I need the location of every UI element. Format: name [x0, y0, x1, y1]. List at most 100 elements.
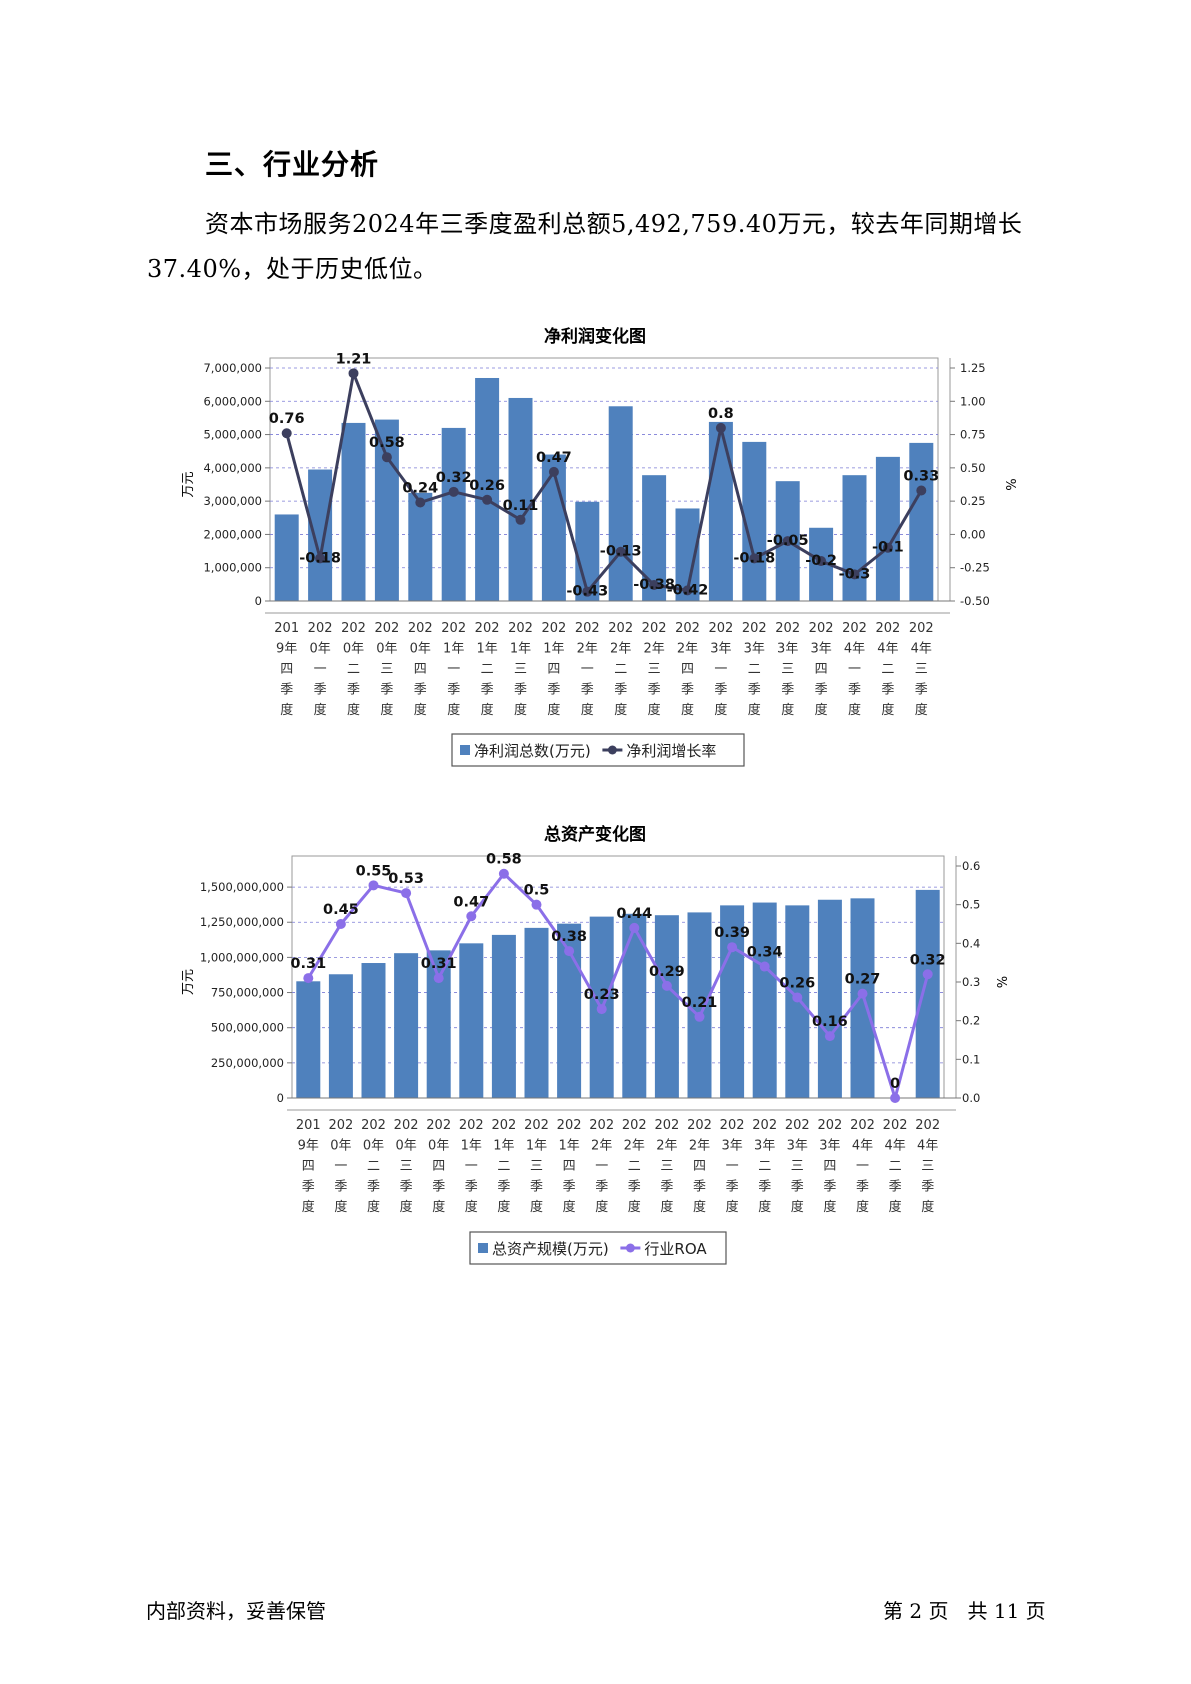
np-left-tick-label: 7,000,000: [203, 361, 262, 375]
np-data-label: 0.26: [469, 478, 505, 494]
np-legend-line-label: 净利润增长率: [626, 742, 716, 760]
np-x-tick-label: 度: [815, 702, 828, 718]
ta-x-tick-label: 度: [921, 1199, 934, 1215]
np-bar: [341, 422, 366, 601]
np-x-tick-label: 202: [475, 621, 500, 636]
ta-bar: [459, 943, 484, 1098]
np-x-tick-label: 度: [481, 702, 494, 718]
ta-x-tick-label: 度: [889, 1199, 902, 1215]
np-bar: [708, 421, 733, 601]
np-left-tick-label: 4,000,000: [203, 461, 262, 475]
np-x-tick-label: 四: [815, 662, 828, 677]
np-x-tick-label: 4年: [911, 642, 932, 657]
ta-x-tick-label: 202: [491, 1118, 516, 1133]
np-x-tick-label: 二: [881, 662, 894, 677]
np-x-tick-label: 季: [280, 683, 293, 698]
ta-x-tick-label: 0年: [330, 1139, 351, 1154]
np-line: [285, 371, 923, 594]
np-line-point: [548, 466, 559, 477]
ta-legend-bar-swatch: [478, 1243, 488, 1253]
np-data-label: -0.43: [566, 584, 608, 600]
ta-bar: [296, 981, 321, 1098]
np-line-point: [715, 422, 726, 433]
np-x-tick-label: 202: [608, 621, 633, 636]
np-x-tick-label: 度: [848, 702, 861, 718]
ta-x-tick-label: 季: [889, 1180, 902, 1195]
np-x-tick-label: 202: [809, 621, 834, 636]
np-x-tick-label: 季: [581, 683, 594, 698]
np-x-tick-label: 季: [681, 683, 694, 698]
np-line-point: [381, 452, 392, 463]
np-bar: [308, 469, 333, 601]
ta-right-tick-label: 0.6: [962, 859, 980, 873]
np-x-tick-label: 一: [581, 662, 594, 677]
ta-x-tick-label: 季: [432, 1180, 445, 1195]
ta-line-point: [498, 868, 509, 879]
ta-x-tick-label: 202: [817, 1118, 842, 1133]
ta-x-tick-label: 202: [394, 1118, 419, 1133]
ta-x-tick-label: 季: [660, 1180, 673, 1195]
ta-x-tick-label: 202: [589, 1118, 614, 1133]
ta-right-tick-label: 0.4: [962, 936, 980, 950]
np-line-point: [916, 485, 927, 496]
np-right-tick-label: -0.25: [960, 561, 990, 575]
np-x-tick-label: 2年: [643, 642, 664, 657]
ta-bar: [817, 899, 842, 1098]
np-x-tick-label: 1年: [443, 642, 464, 657]
ta-x-tick-label: 一: [595, 1159, 608, 1174]
ta-x-tick-label: 202: [361, 1118, 386, 1133]
np-bar: [541, 454, 566, 601]
np-x-tick-label: 季: [781, 683, 794, 698]
ta-line-point: [759, 961, 770, 972]
ta-x-tick-label: 9年: [298, 1139, 319, 1154]
ta-line-point: [694, 1011, 705, 1022]
ta-data-label: 0.5: [524, 883, 550, 899]
ta-bar: [752, 902, 777, 1098]
np-x-tick-label: 季: [547, 683, 560, 698]
np-right-tick-label: 0.00: [960, 527, 986, 541]
ta-right-axis-label: %: [993, 976, 1008, 988]
np-line-point: [448, 486, 459, 497]
ta-line-point: [629, 922, 640, 933]
ta-x-tick-label: 三: [791, 1159, 804, 1174]
np-bar: [374, 419, 399, 601]
np-right-tick-label: 0.25: [960, 494, 986, 508]
ta-bar: [426, 950, 451, 1098]
np-x-tick-label: 202: [341, 621, 366, 636]
ta-data-label: 0.34: [747, 945, 783, 961]
np-bar: [408, 492, 433, 601]
ta-x-tick-label: 2年: [591, 1139, 612, 1154]
np-bar: [575, 501, 600, 601]
ta-line-point: [466, 911, 477, 922]
ta-x-tick-label: 季: [726, 1180, 739, 1195]
np-x-tick-label: 3年: [777, 642, 798, 657]
ta-left-tick-label: 1,250,000,000: [200, 915, 284, 929]
ta-x-tick-label: 202: [752, 1118, 777, 1133]
ta-x-tick-label: 度: [628, 1199, 641, 1215]
ta-x-tick-label: 度: [367, 1199, 380, 1215]
ta-data-label: 0.58: [486, 852, 522, 868]
np-x-tick-label: 度: [414, 702, 427, 718]
np-x-tick-label: 季: [447, 683, 460, 698]
ta-bar: [720, 905, 745, 1098]
np-right-tick-label: 0.75: [960, 428, 986, 442]
ta-line-point: [368, 880, 379, 891]
ta-left-tick-label: 0: [277, 1091, 284, 1105]
ta-x-tick-label: 季: [465, 1180, 478, 1195]
ta-x-tick-label: 202: [426, 1118, 451, 1133]
ta-x-tick-label: 一: [856, 1159, 869, 1174]
ta-bar: [915, 889, 940, 1098]
ta-bar: [654, 915, 679, 1098]
ta-data-label: 0.27: [845, 972, 881, 988]
np-left-tick-label: 1,000,000: [203, 561, 262, 575]
np-x-tick-label: 季: [881, 683, 894, 698]
ta-line: [307, 872, 930, 1100]
np-line-point: [615, 546, 626, 557]
ta-x-tick-label: 一: [334, 1159, 347, 1174]
np-x-tick-label: 一: [447, 662, 460, 677]
np-x-tick-label: 202: [842, 621, 867, 636]
np-x-tick-label: 202: [541, 621, 566, 636]
ta-bar: [361, 963, 386, 1098]
ta-right-tick-label: 0.0: [962, 1091, 980, 1105]
np-x-tick-label: 1年: [510, 642, 531, 657]
